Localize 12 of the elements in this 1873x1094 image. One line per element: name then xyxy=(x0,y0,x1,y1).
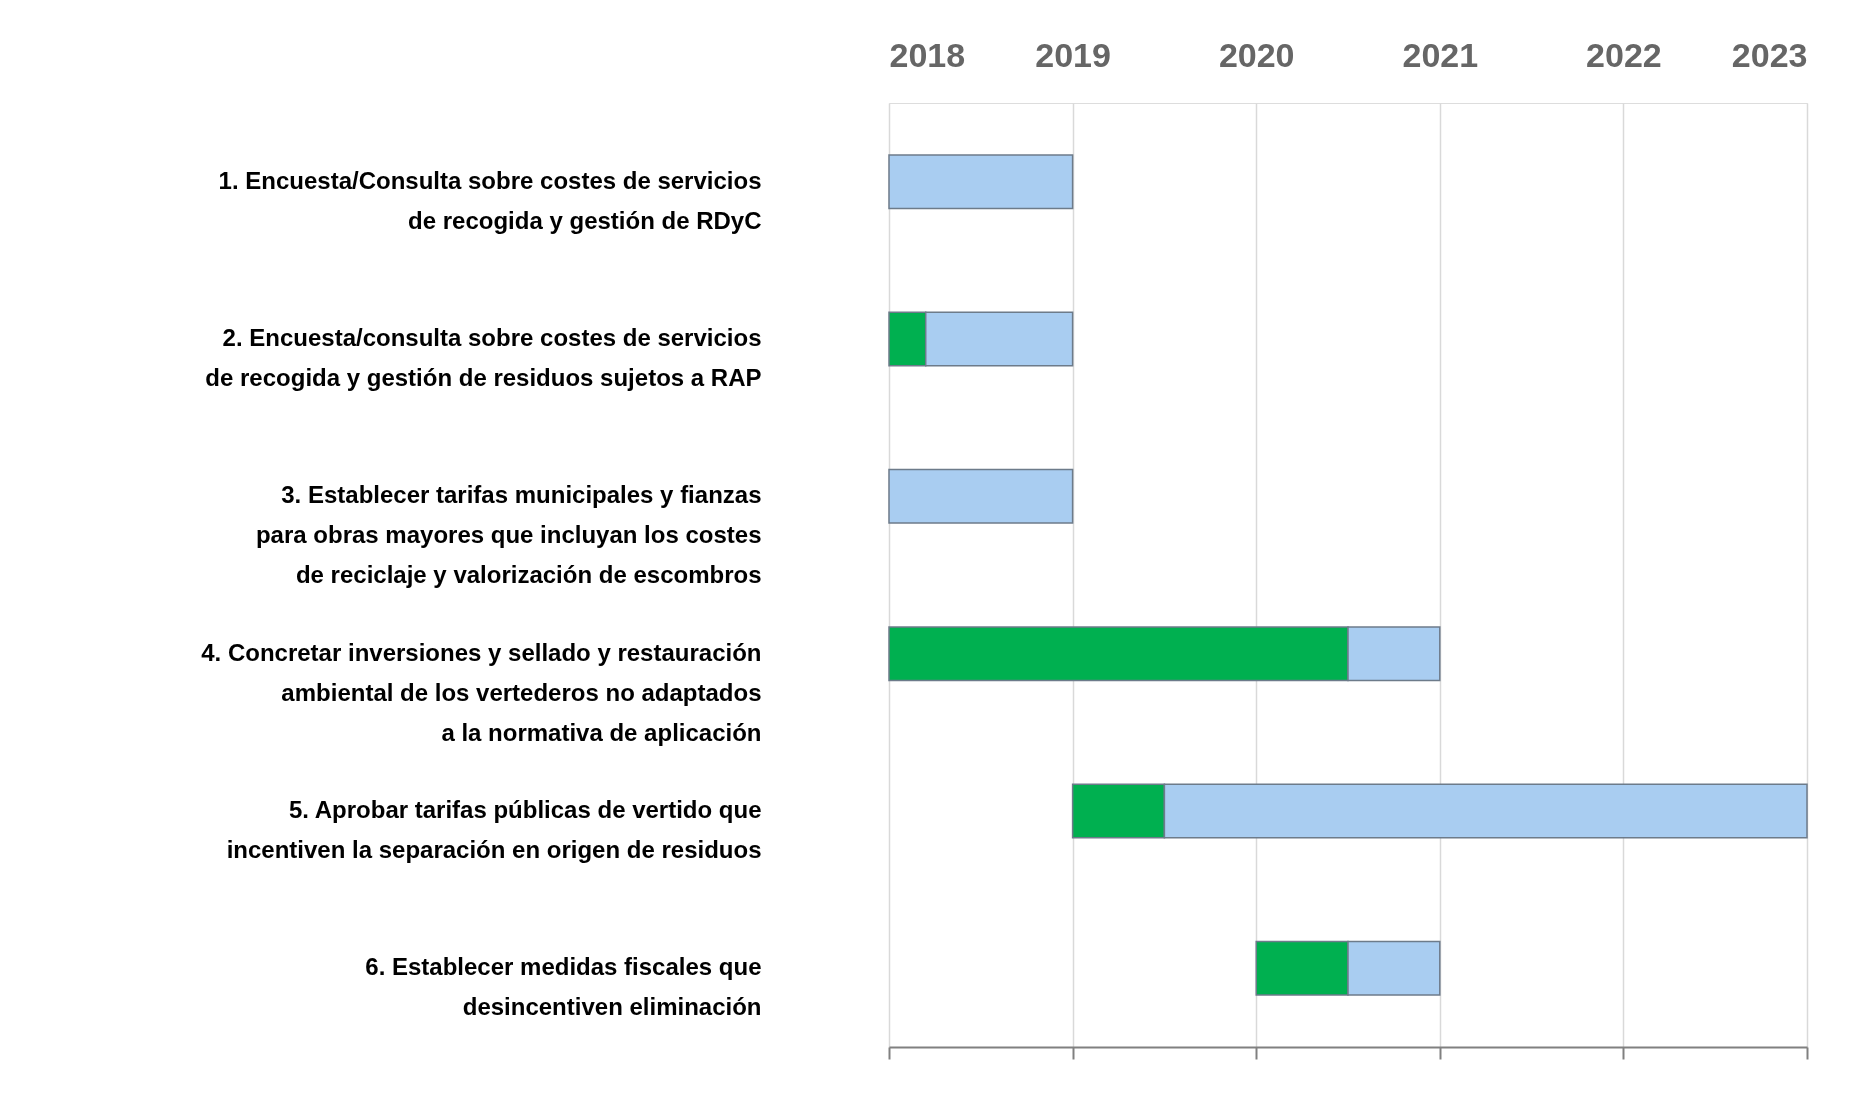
y-tick-label: 5. Aprobar tarifas públicas de vertido que incentiven la separación en origen de residuos xyxy=(226,796,762,863)
x-tick-label: 2022 xyxy=(1586,35,1662,74)
y-tick-label: 6. Establecer medidas fiscales que desincentiven eliminación xyxy=(365,953,762,1021)
x-tick-label: 2023 xyxy=(1731,35,1808,74)
y-tick-label: 3. Establecer tarifas municipales y fianzas para obras mayores que incluyan los costes de reciclaje y valorización de escombros xyxy=(255,481,762,589)
x-tick-label: 2019 xyxy=(1035,35,1111,74)
x-tick-label: 2021 xyxy=(1402,35,1479,74)
x-tick-label: 2020 xyxy=(1218,35,1295,74)
y-tick-label: 4. Concretar inversiones y sellado y restauración ambiental de los vertederos no adaptados a la normativa de aplicación xyxy=(201,638,762,746)
y-tick-label: 2. Encuesta/consulta sobre costes de servicios de recogida y gestión de residuos sujetos a RAP xyxy=(205,324,762,391)
y-tick-label: 1. Encuesta/Consulta sobre costes de servicios de recogida y gestión de RDyC xyxy=(218,166,762,234)
x-tick-label: 2018 xyxy=(889,35,966,74)
